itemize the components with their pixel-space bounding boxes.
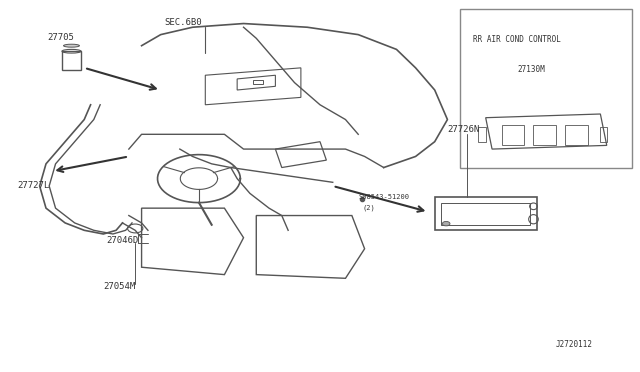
Text: 27130M: 27130M — [518, 64, 545, 74]
Bar — [502, 125, 524, 145]
Bar — [600, 127, 607, 142]
Bar — [253, 80, 262, 84]
Bar — [478, 127, 486, 142]
Text: 27705: 27705 — [47, 33, 74, 42]
Bar — [460, 9, 632, 167]
Circle shape — [442, 221, 450, 226]
Text: (2): (2) — [363, 205, 376, 212]
Text: 27727L: 27727L — [17, 181, 49, 190]
Bar — [565, 125, 588, 145]
Ellipse shape — [63, 44, 79, 47]
Text: 27054M: 27054M — [103, 282, 136, 291]
Text: J2720112: J2720112 — [556, 340, 593, 349]
Text: 27726N: 27726N — [447, 125, 480, 134]
Text: RR AIR COND CONTROL: RR AIR COND CONTROL — [473, 35, 561, 44]
Bar — [534, 125, 556, 145]
Bar — [435, 197, 537, 230]
Text: SEC.6B0: SEC.6B0 — [164, 18, 202, 28]
Text: 27046D: 27046D — [106, 236, 139, 245]
Bar — [62, 51, 81, 70]
Text: S08543-51200: S08543-51200 — [358, 194, 409, 200]
Bar — [441, 203, 531, 225]
